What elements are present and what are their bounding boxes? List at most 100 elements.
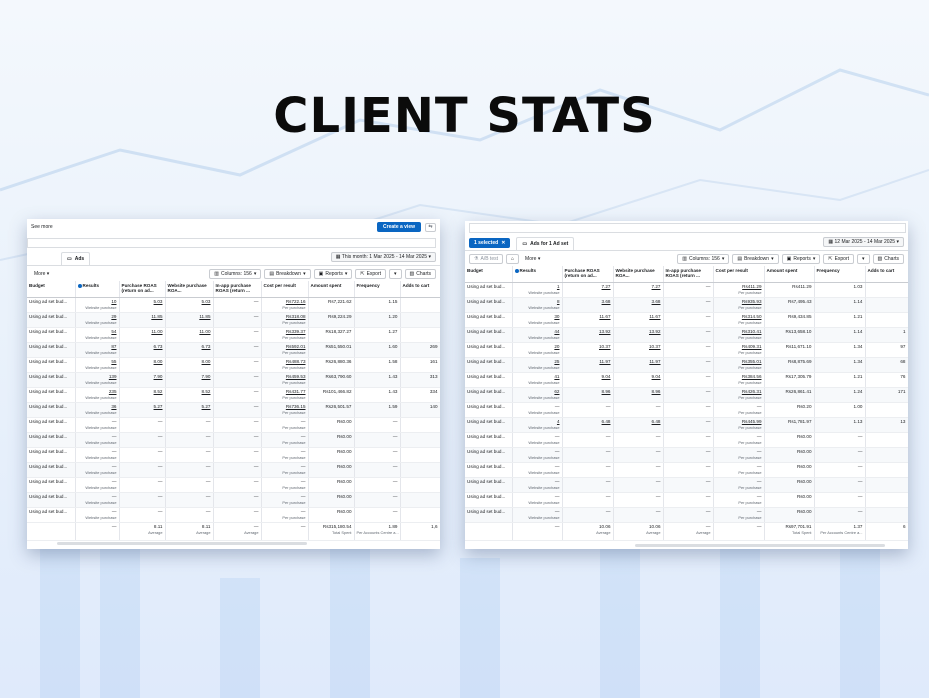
cell-value[interactable]: Rs384.56: [741, 373, 762, 379]
column-header[interactable]: In-app purchase ROAS (return ...: [213, 281, 262, 298]
table-row[interactable]: Using ad set bud... — Website purchase — — — —…: [465, 507, 908, 523]
breakdown-button[interactable]: ▤ Breakdown ▾: [732, 253, 779, 264]
table-row[interactable]: Using ad set bud... — Website purchase — — — —…: [465, 432, 908, 448]
reports-button[interactable]: ▣ Reports ▾: [781, 253, 821, 264]
cell-value[interactable]: Rs431.77: [285, 388, 306, 394]
search-input[interactable]: [469, 223, 906, 233]
cell-value[interactable]: 62: [554, 388, 560, 394]
table-row[interactable]: Using ad set bud... 10 Website purchase 5.0…: [27, 297, 440, 313]
cell-value[interactable]: Rs310.41: [741, 328, 762, 334]
cell-value[interactable]: 8.00: [201, 358, 211, 364]
column-header[interactable]: Results: [512, 266, 563, 283]
cell-value[interactable]: 11.85: [151, 313, 163, 319]
table-row[interactable]: Using ad set bud... 54 Website purchase 11.…: [27, 327, 440, 343]
table-row[interactable]: Using ad set bud... — Website purchase — — — —…: [465, 462, 908, 478]
table-row[interactable]: Using ad set bud... 235 Website purchase 8.…: [27, 387, 440, 403]
horizontal-scrollbar[interactable]: [635, 544, 885, 547]
cell-value[interactable]: 11.67: [599, 313, 611, 319]
cell-value[interactable]: Rs736.15: [285, 403, 306, 409]
cell-value[interactable]: Rs722.16: [285, 298, 306, 304]
cell-value[interactable]: Rs592.01: [285, 343, 306, 349]
cell-value[interactable]: 7.27: [651, 283, 661, 289]
column-header[interactable]: Adds to cart: [400, 281, 440, 298]
cell-value[interactable]: 139: [108, 373, 117, 379]
charts-button[interactable]: ▨ Charts: [872, 253, 904, 264]
export-button[interactable]: ⇱ Export: [823, 253, 855, 264]
cell-value[interactable]: Rs935.93: [741, 298, 762, 304]
cell-value[interactable]: 36: [111, 403, 117, 409]
cell-value[interactable]: Rs459.53: [285, 373, 306, 379]
cell-value[interactable]: 6.73: [153, 343, 163, 349]
cell-value[interactable]: 235: [108, 388, 117, 394]
cell-value[interactable]: Rs318.08: [285, 313, 306, 319]
cell-value[interactable]: 41: [554, 373, 560, 379]
cell-value[interactable]: 6.73: [201, 343, 211, 349]
column-header[interactable]: Budget: [27, 281, 76, 298]
see-more-link[interactable]: See more: [31, 224, 53, 230]
table-row[interactable]: Using ad set bud... 20 Website purchase 10.…: [465, 342, 908, 358]
cell-value[interactable]: 7.27: [601, 283, 611, 289]
table-row[interactable]: Using ad set bud... — Website purchase — — — —…: [465, 402, 908, 418]
cell-value[interactable]: 8: [556, 298, 560, 304]
table-row[interactable]: Using ad set bud... — Website purchase — — — —…: [27, 477, 440, 493]
cell-value[interactable]: 55: [111, 358, 117, 364]
cell-value[interactable]: Rs411.29: [742, 283, 762, 289]
table-row[interactable]: Using ad set bud... — Website purchase — — — —…: [27, 492, 440, 508]
cell-value[interactable]: 7.90: [153, 373, 163, 379]
cell-value[interactable]: Rs339.37: [285, 328, 306, 334]
cell-value[interactable]: 8.96: [601, 388, 611, 394]
table-row[interactable]: Using ad set bud... 30 Website purchase 11.…: [465, 312, 908, 328]
cell-value[interactable]: 54: [111, 328, 117, 334]
cell-value[interactable]: 13.92: [649, 328, 661, 334]
cell-value[interactable]: 11.67: [649, 313, 661, 319]
reports-button[interactable]: ▣ Reports ▾: [313, 268, 353, 279]
cell-value[interactable]: 11.97: [649, 358, 661, 364]
table-row[interactable]: Using ad set bud... 29 Website purchase 11.…: [27, 312, 440, 328]
table-row[interactable]: Using ad set bud... — Website purchase — — — —…: [27, 417, 440, 433]
cell-value[interactable]: 11.00: [199, 328, 211, 334]
breakdown-button[interactable]: ▤ Breakdown ▾: [264, 268, 311, 279]
table-row[interactable]: Using ad set bud... — Website purchase — — — —…: [27, 462, 440, 478]
column-header[interactable]: In-app purchase ROAS (return ...: [663, 266, 714, 283]
horizontal-scrollbar[interactable]: [57, 542, 307, 545]
charts-button[interactable]: ▨ Charts: [404, 268, 436, 279]
column-header[interactable]: Frequency: [354, 281, 401, 298]
column-header[interactable]: Results: [75, 281, 120, 298]
settings-icon[interactable]: ⇆: [425, 222, 436, 232]
table-row[interactable]: Using ad set bud... 55 Website purchase 8.0…: [27, 357, 440, 373]
table-row[interactable]: Using ad set bud... 44 Website purchase 13.…: [465, 327, 908, 343]
ab-test-button[interactable]: ⚗ A/B test: [469, 253, 503, 264]
cell-value[interactable]: 11.97: [599, 358, 611, 364]
cell-value[interactable]: Rs445.99: [741, 418, 762, 424]
table-row[interactable]: Using ad set bud... — Website purchase — — — —…: [465, 447, 908, 463]
cell-value[interactable]: 20: [554, 343, 560, 349]
cell-value[interactable]: 29: [111, 313, 117, 319]
cell-value[interactable]: Rs426.31: [741, 388, 762, 394]
column-header[interactable]: Budget: [465, 266, 513, 283]
date-range-picker[interactable]: ▦ This month: 1 Mar 2025 - 14 Mar 2025 ▾: [330, 252, 436, 262]
column-header[interactable]: Website purchase ROA...: [613, 266, 664, 283]
cell-value[interactable]: 13.92: [599, 328, 611, 334]
column-header[interactable]: Purchase ROAS (return on ad...: [562, 266, 614, 283]
cell-value[interactable]: 1: [556, 283, 560, 289]
columns-button[interactable]: ▥ Columns: 156 ▾: [209, 268, 262, 279]
cell-value[interactable]: 5.03: [153, 298, 163, 304]
cell-value[interactable]: 6.48: [651, 418, 661, 424]
table-row[interactable]: Using ad set bud... 36 Website purchase 5.2…: [27, 402, 440, 418]
cell-value[interactable]: 8.00: [153, 358, 163, 364]
table-row[interactable]: Using ad set bud... 1 Website purchase 7.27…: [465, 282, 908, 298]
search-input[interactable]: [27, 238, 436, 248]
tab-ads-for-ad-set[interactable]: ▭ Ads for 1 Ad set: [516, 237, 575, 250]
create-view-button[interactable]: Create a view: [377, 222, 421, 232]
column-header[interactable]: Amount spent: [764, 266, 815, 283]
export-button[interactable]: ⇱ Export: [355, 268, 387, 279]
table-row[interactable]: Using ad set bud... — Website purchase — — — —…: [465, 492, 908, 508]
cell-value[interactable]: Rs409.31: [741, 343, 762, 349]
column-header[interactable]: Cost per result: [261, 281, 309, 298]
column-header[interactable]: Cost per result: [713, 266, 765, 283]
export-dropdown-button[interactable]: ▾: [857, 253, 870, 264]
cell-value[interactable]: 87: [111, 343, 117, 349]
cell-value[interactable]: 9.04: [601, 373, 611, 379]
table-row[interactable]: Using ad set bud... 62 Website purchase 8.9…: [465, 387, 908, 403]
table-row[interactable]: Using ad set bud... 41 Website purchase 9.0…: [465, 372, 908, 388]
